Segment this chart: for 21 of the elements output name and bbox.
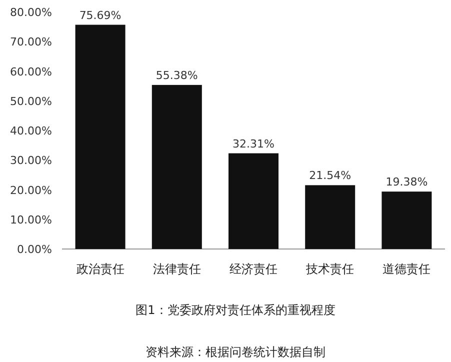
y-tick-label: 70.00% [10, 36, 52, 49]
y-tick-label: 20.00% [10, 184, 52, 197]
y-tick-label: 30.00% [10, 154, 52, 168]
x-tick-label: 道德责任 [382, 262, 431, 276]
data-label: 21.54% [309, 169, 352, 182]
x-tick-label: 技术责任 [305, 262, 354, 276]
data-label: 75.69% [79, 8, 122, 22]
y-tick-label: 60.00% [10, 65, 52, 78]
y-tick-label: 0.00% [17, 243, 52, 256]
y-tick-label: 40.00% [10, 124, 52, 138]
x-tick-label: 经济责任 [230, 262, 278, 276]
data-label: 19.38% [386, 176, 428, 189]
x-tick-label: 政治责任 [76, 262, 124, 276]
text: 资料来源：根据问卷统计数据自制 [146, 345, 326, 359]
x-tick-label: 法律责任 [152, 262, 201, 276]
data-label: 55.38% [156, 68, 198, 82]
y-tick-label: 10.00% [10, 213, 52, 226]
y-tick-label: 50.00% [10, 94, 52, 108]
y-tick-label: 80.00% [10, 6, 52, 19]
text: 图1：党委政府对责任体系的重视程度 [136, 303, 336, 317]
data-label: 32.31% [232, 137, 274, 150]
